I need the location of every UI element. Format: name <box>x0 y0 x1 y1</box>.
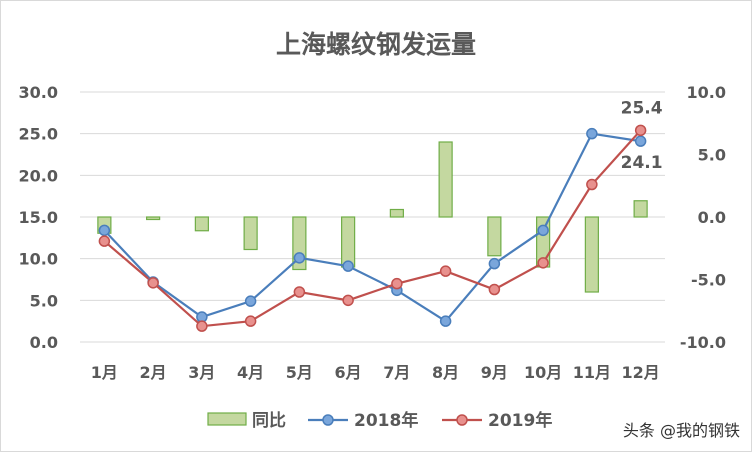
data-point <box>98 235 111 247</box>
bar <box>438 141 453 218</box>
data-point <box>634 135 647 147</box>
chart-title: 上海螺纹钢发运量 <box>276 30 476 59</box>
x-tick-label: 10月 <box>524 363 562 382</box>
y-left-tick-label: 5.0 <box>30 291 58 310</box>
data-point <box>391 277 403 290</box>
x-tick-label: 3月 <box>188 363 215 382</box>
data-point <box>196 320 208 332</box>
data-point <box>439 265 452 277</box>
bar-series <box>97 141 648 293</box>
x-axis: 1月 2月 3月 4月 5月 6月 7月 8月 9月 10月 11月 12月 <box>91 363 660 382</box>
y-right-tick-label: -5.0 <box>691 271 726 290</box>
bar <box>487 216 502 257</box>
y-right-tick-label: 5.0 <box>698 146 726 165</box>
data-point <box>586 178 598 191</box>
y-right-tick-label: 0.0 <box>698 208 726 227</box>
data-point <box>537 224 549 237</box>
data-point <box>488 283 501 296</box>
data-point <box>98 224 111 237</box>
data-point <box>537 257 549 269</box>
series-line <box>103 132 641 323</box>
y-left-tick-label: 15.0 <box>19 208 58 227</box>
x-tick-label: 9月 <box>481 363 508 382</box>
y-left-tick-label: 10.0 <box>19 250 58 269</box>
data-point <box>147 277 159 289</box>
line-series <box>98 124 647 332</box>
data-point <box>342 260 354 272</box>
data-point <box>439 315 452 327</box>
data-point <box>244 315 257 327</box>
data-labels: 25.4 24.1 <box>621 98 663 173</box>
bar <box>194 216 209 232</box>
watermark: 头条 @我的钢铁 <box>623 421 740 440</box>
y-left-tick-label: 20.0 <box>19 166 58 185</box>
series-line <box>103 129 642 328</box>
y-left-tick-label: 0.0 <box>30 333 58 352</box>
bar <box>243 216 258 251</box>
legend-label: 2019年 <box>488 410 552 431</box>
y-axis-left: 0.0 5.0 10.0 15.0 20.0 25.0 30.0 <box>19 83 58 352</box>
x-tick-label: 5月 <box>286 363 313 382</box>
data-point <box>293 252 306 264</box>
legend-swatch <box>207 412 247 426</box>
data-point <box>586 127 598 140</box>
x-tick-label: 8月 <box>432 363 459 382</box>
data-point <box>293 286 306 298</box>
y-right-tick-label: 10.0 <box>687 83 726 102</box>
x-tick-label: 6月 <box>335 363 362 382</box>
data-point <box>634 124 647 137</box>
data-label: 24.1 <box>621 153 663 173</box>
y-left-tick-label: 25.0 <box>19 125 58 144</box>
legend-label: 同比 <box>252 410 286 431</box>
bar <box>633 200 648 218</box>
bar <box>341 216 356 268</box>
data-point <box>244 295 257 307</box>
y-left-tick-label: 30.0 <box>19 83 58 102</box>
x-tick-label: 1月 <box>91 363 118 382</box>
data-point <box>488 257 501 270</box>
x-tick-label: 12月 <box>621 363 659 382</box>
y-right-tick-label: -10.0 <box>680 333 726 352</box>
x-tick-label: 7月 <box>383 363 410 382</box>
legend: 同比 2018年 2019年 <box>207 410 552 431</box>
legend-marker <box>322 414 334 426</box>
bar <box>146 216 161 221</box>
legend-marker <box>456 414 468 426</box>
x-tick-label: 2月 <box>140 363 167 382</box>
data-point <box>342 294 354 307</box>
legend-label: 2018年 <box>354 410 418 431</box>
data-label: 25.4 <box>621 98 663 118</box>
x-tick-label: 4月 <box>237 363 264 382</box>
bar <box>389 208 404 218</box>
gridlines <box>80 91 665 343</box>
x-tick-label: 11月 <box>573 363 611 382</box>
bar <box>584 216 599 293</box>
y-axis-right: -10.0 -5.0 0.0 5.0 10.0 <box>680 83 726 352</box>
